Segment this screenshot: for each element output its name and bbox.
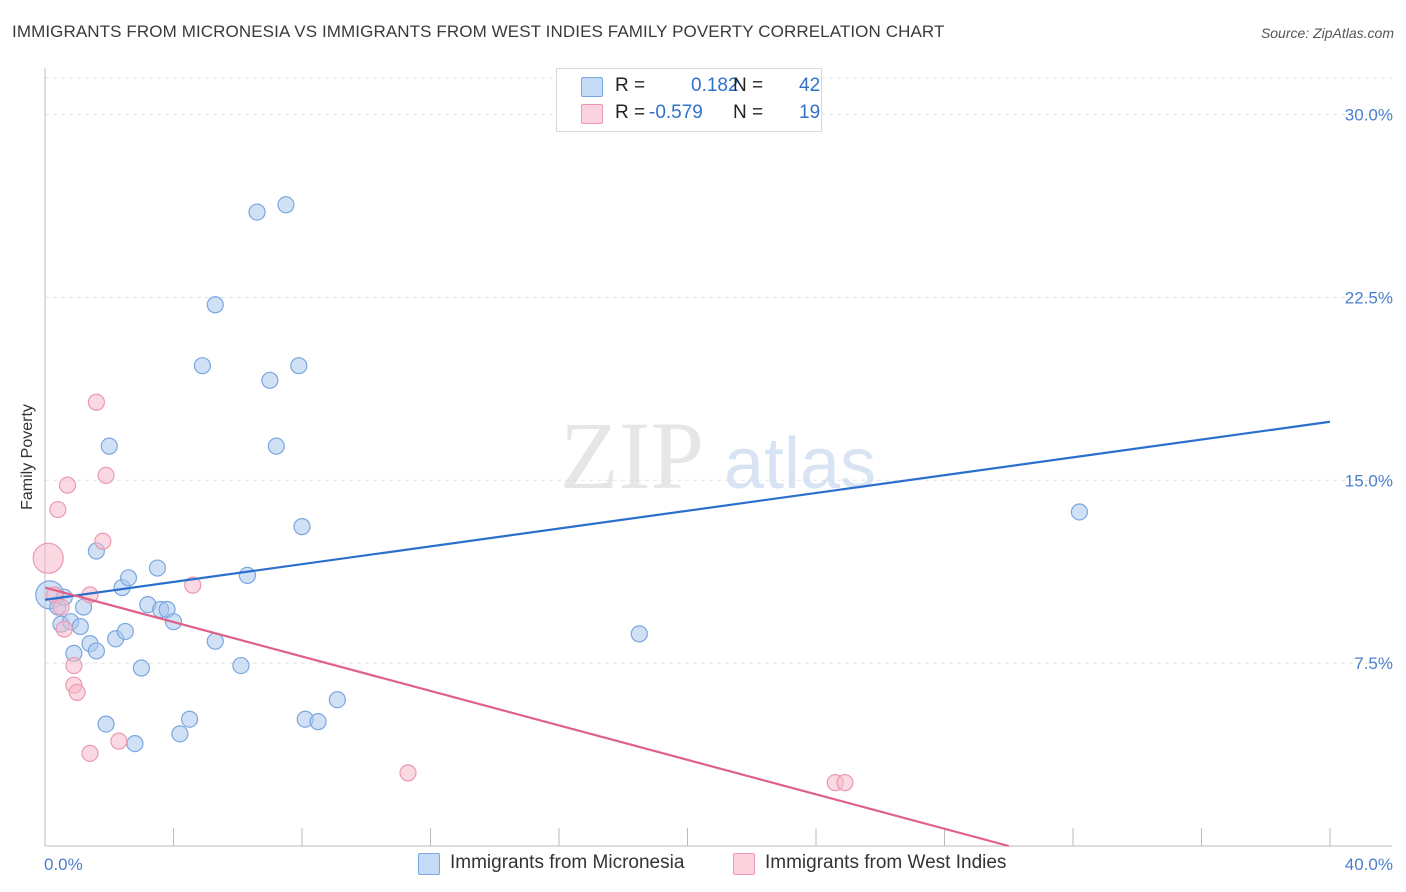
y-tick-label: 22.5%: [1345, 288, 1393, 307]
point-micronesia: [119, 569, 138, 587]
correlation-legend: R = 0.182 N = 42 R = -0.579 N = 19: [556, 68, 822, 132]
legend-swatch-pink: [581, 104, 603, 124]
point-micronesia: [206, 296, 224, 314]
point-west-indies: [399, 764, 417, 782]
point-micronesia: [132, 659, 150, 677]
point-micronesia: [116, 622, 134, 641]
y-tick-label: 30.0%: [1345, 106, 1393, 125]
point-micronesia: [71, 617, 89, 636]
point-west-indies: [184, 576, 202, 594]
point-micronesia: [171, 725, 189, 743]
point-west-indies: [110, 732, 128, 750]
point-west-indies: [836, 774, 854, 792]
legend-swatch-pink: [733, 853, 755, 875]
axes: [44, 68, 1392, 847]
point-west-indies: [68, 683, 86, 702]
watermark-zip: ZIP: [560, 402, 704, 509]
point-micronesia: [232, 656, 250, 675]
legend-label-micronesia: Immigrants from Micronesia: [450, 852, 685, 873]
point-west-indies: [55, 620, 73, 638]
point-micronesia: [630, 625, 648, 643]
point-micronesia: [267, 437, 285, 455]
x-tick-label-max: 40.0%: [1345, 855, 1393, 874]
legend-r-value: -0.579: [649, 102, 703, 123]
point-west-indies: [94, 532, 112, 550]
watermark-atlas: atlas: [724, 424, 876, 504]
legend-n-value: 19: [799, 102, 821, 123]
point-west-indies: [65, 656, 83, 675]
point-micronesia: [290, 357, 308, 375]
point-west-indies: [81, 744, 99, 762]
y-tick-label: 15.0%: [1345, 471, 1393, 490]
point-micronesia: [180, 710, 199, 728]
chart-title: IMMIGRANTS FROM MICRONESIA VS IMMIGRANTS…: [12, 22, 945, 41]
legend-swatch-blue: [581, 77, 603, 97]
legend-n-value: 42: [799, 75, 821, 96]
point-micronesia: [100, 437, 118, 455]
legend-r-label: R =: [615, 102, 646, 123]
chart-source: Source: ZipAtlas.com: [1260, 25, 1394, 41]
x-tick-label-min: 0.0%: [44, 855, 83, 874]
point-west-indies: [32, 542, 64, 574]
legend-swatch-blue: [418, 853, 440, 875]
point-micronesia: [87, 642, 106, 660]
point-west-indies: [52, 598, 70, 616]
watermark: ZIP atlas: [560, 402, 876, 509]
point-west-indies: [87, 393, 106, 411]
point-micronesia: [1070, 503, 1089, 521]
point-micronesia: [126, 734, 144, 753]
tick-labels: 7.5% 15.0% 22.5% 30.0% 0.0% 40.0%: [44, 106, 1393, 874]
point-micronesia: [238, 566, 256, 584]
legend-r-value: 0.182: [691, 75, 739, 96]
point-micronesia: [261, 371, 279, 389]
legend-label-west-indies: Immigrants from West Indies: [765, 852, 1007, 873]
point-micronesia: [148, 559, 167, 577]
trendline-west-indies: [44, 586, 1010, 848]
point-micronesia: [328, 691, 346, 709]
trendline-micronesia: [44, 420, 1331, 601]
y-tick-label: 7.5%: [1354, 654, 1393, 673]
point-west-indies: [49, 500, 67, 519]
legend-n-label: N =: [733, 75, 764, 96]
point-west-indies: [58, 476, 77, 494]
point-micronesia: [309, 713, 327, 731]
point-micronesia: [277, 196, 295, 214]
point-micronesia: [293, 518, 311, 536]
legend-r-label: R =: [615, 75, 646, 96]
point-micronesia: [193, 357, 212, 375]
point-micronesia: [97, 715, 115, 733]
point-west-indies: [97, 466, 115, 485]
trendlines: [44, 420, 1331, 848]
legend-n-label: N =: [733, 102, 764, 123]
point-micronesia: [248, 203, 266, 221]
